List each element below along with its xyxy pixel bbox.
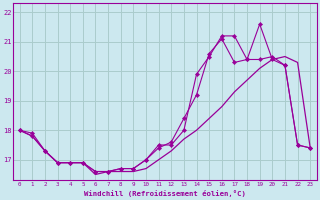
X-axis label: Windchill (Refroidissement éolien,°C): Windchill (Refroidissement éolien,°C) (84, 190, 246, 197)
